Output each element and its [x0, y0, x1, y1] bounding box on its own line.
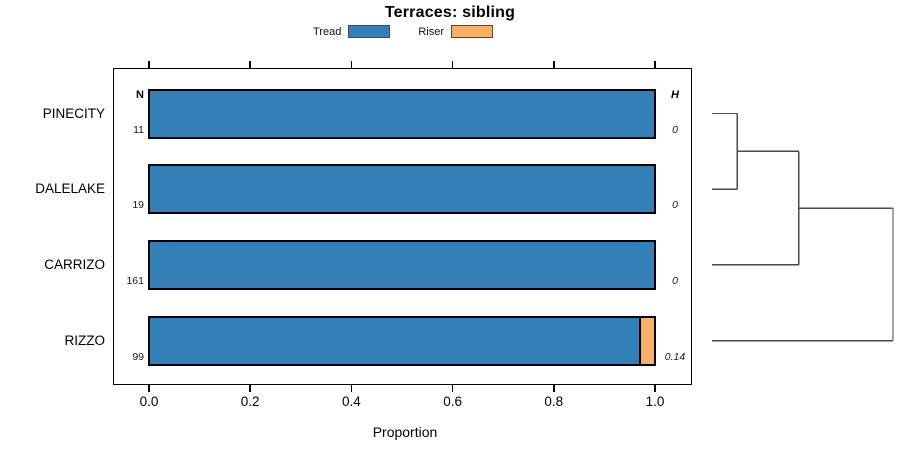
legend-swatch-riser [451, 25, 493, 38]
legend-label-tread: Tread [313, 25, 342, 38]
x-tick-top-2 [350, 61, 353, 68]
x-tick-bottom-1 [249, 385, 251, 392]
x-tick-label-3: 0.6 [443, 394, 462, 409]
bar-segment-tread-carrizo [148, 239, 656, 290]
x-tick-label-5: 1.0 [645, 394, 665, 409]
h-value-pinecity: 0 [672, 123, 678, 136]
h-value-dalelake: 0 [672, 199, 678, 212]
x-tick-bottom-0 [148, 385, 150, 392]
bar-segment-tread-dalelake [148, 164, 656, 215]
chart-title: Terraces: sibling [384, 4, 516, 21]
n-value-pinecity: 11 [133, 123, 144, 136]
x-tick-top-4 [553, 61, 555, 68]
row-label-dalelake: DALELAKE [35, 181, 105, 197]
row-label-rizzo: RIZZO [64, 332, 106, 348]
x-tick-bottom-5 [654, 385, 656, 392]
legend-item-tread: Tread [313, 25, 391, 38]
x-axis-title: Proportion [372, 424, 438, 440]
legend-swatch-tread [348, 25, 391, 38]
x-tick-label-1: 0.2 [240, 394, 260, 409]
x-tick-top-3 [451, 61, 454, 68]
h-value-carrizo: 0 [672, 274, 678, 287]
plot-area-border [113, 68, 692, 385]
x-tick-label-4: 0.8 [544, 394, 564, 409]
x-tick-bottom-3 [451, 385, 454, 392]
legend-item-riser: Riser [418, 25, 493, 38]
legend-label-riser: Riser [418, 25, 444, 38]
bar-segment-riser-rizzo [638, 315, 656, 366]
n-column-header: N [136, 89, 144, 101]
row-label-carrizo: CARRIZO [44, 256, 105, 272]
x-tick-top-0 [148, 61, 150, 68]
x-tick-bottom-2 [350, 385, 353, 392]
n-value-carrizo: 161 [126, 274, 144, 287]
x-tick-top-1 [249, 61, 251, 68]
legend: Tread Riser [0, 25, 806, 38]
h-value-rizzo: 0.14 [664, 350, 686, 363]
x-tick-bottom-4 [553, 385, 555, 392]
x-tick-label-0: 0.0 [139, 394, 159, 409]
x-tick-top-5 [654, 61, 656, 68]
row-label-pinecity: PINECITY [42, 105, 105, 121]
bar-segment-tread-pinecity [148, 88, 656, 139]
x-tick-label-2: 0.4 [342, 394, 361, 409]
h-column-header: H [671, 89, 679, 101]
n-value-dalelake: 19 [132, 199, 144, 212]
n-value-rizzo: 99 [132, 350, 144, 363]
bar-segment-tread-rizzo [148, 315, 641, 366]
